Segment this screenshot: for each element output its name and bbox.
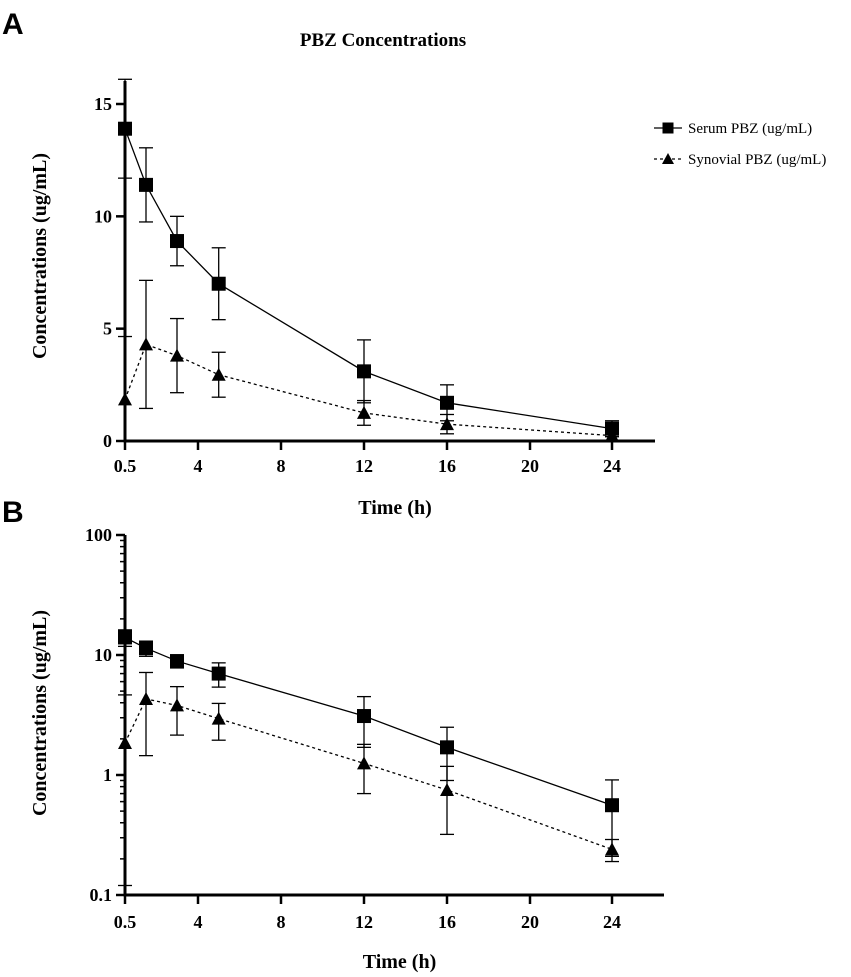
legend-synovial-label: Synovial PBZ (ug/mL) bbox=[688, 152, 826, 168]
x-tick-label: 0.5 bbox=[114, 456, 137, 476]
serum-data-point bbox=[170, 654, 184, 669]
serum-data-point bbox=[357, 364, 371, 379]
x-tick-label: 8 bbox=[277, 456, 286, 476]
synovial-data-point bbox=[440, 417, 454, 431]
chart-title: PBZ Concentrations bbox=[300, 30, 466, 51]
y-axis-title: Concentrations (ug/mL) bbox=[29, 610, 51, 816]
synovial-data-point bbox=[605, 428, 619, 442]
y-tick-label: 10 bbox=[94, 645, 112, 665]
serum-data-point bbox=[139, 641, 153, 656]
synovial-data-point bbox=[118, 392, 132, 406]
x-tick-label: 12 bbox=[355, 912, 373, 932]
x-tick-label: 24 bbox=[603, 456, 621, 476]
synovial-data-point bbox=[605, 842, 619, 856]
synovial-data-point bbox=[357, 405, 371, 419]
y-tick-label: 0.1 bbox=[90, 885, 113, 905]
legend: Serum PBZ (ug/mL) Synovial PBZ (ug/mL) bbox=[654, 121, 826, 168]
synovial-data-point bbox=[211, 711, 226, 725]
x-tick-label: 24 bbox=[603, 912, 621, 932]
x-tick-label: 16 bbox=[438, 456, 456, 476]
synovial-data-point bbox=[139, 691, 153, 705]
x-axis-title: Time (h) bbox=[363, 951, 437, 973]
serum-data-point bbox=[139, 177, 153, 192]
serum-data-point bbox=[357, 709, 371, 724]
synovial-data-point bbox=[211, 367, 226, 381]
synovial-data-point bbox=[139, 337, 153, 351]
x-tick-label: 4 bbox=[194, 912, 203, 932]
y-tick-label: 5 bbox=[103, 319, 112, 339]
serum-data-point bbox=[440, 395, 454, 410]
panel-letter-a: A bbox=[2, 8, 24, 41]
y-axis-title: Concentrations (ug/mL) bbox=[29, 153, 51, 359]
serum-data-point bbox=[605, 798, 619, 813]
x-axis-title: Time (h) bbox=[358, 497, 432, 519]
x-tick-label: 20 bbox=[521, 912, 539, 932]
x-tick-label: 0.5 bbox=[114, 912, 137, 932]
x-tick-label: 8 bbox=[277, 912, 286, 932]
x-tick-label: 16 bbox=[438, 912, 456, 932]
x-tick-label: 20 bbox=[521, 456, 539, 476]
serum-series-line bbox=[124, 128, 613, 430]
y-tick-label: 15 bbox=[94, 94, 112, 114]
x-tick-label: 4 bbox=[194, 456, 203, 476]
serum-data-point bbox=[211, 666, 226, 681]
serum-data-point bbox=[118, 121, 132, 136]
y-tick-label: 0 bbox=[103, 431, 112, 451]
panel-letter-b: B bbox=[2, 496, 24, 529]
y-tick-label: 1 bbox=[103, 765, 112, 785]
chart-panel-b: 0.1 1 10 100 0.5 4 8 12 16 20 24 Time (h) Concentrat… bbox=[29, 525, 664, 973]
y-tick-label: 100 bbox=[85, 525, 112, 545]
synovial-data-point bbox=[118, 735, 132, 749]
legend-serum-marker bbox=[662, 122, 674, 134]
y-tick-label: 10 bbox=[94, 206, 112, 226]
synovial-data-point bbox=[170, 348, 184, 362]
serum-data-point bbox=[211, 276, 226, 291]
synovial-data-point bbox=[357, 756, 371, 770]
synovial-data-point bbox=[440, 782, 454, 796]
serum-data-point bbox=[118, 630, 132, 645]
synovial-series-line bbox=[124, 343, 613, 437]
legend-serum-label: Serum PBZ (ug/mL) bbox=[688, 121, 812, 137]
legend-synovial-marker bbox=[662, 153, 674, 164]
serum-data-point bbox=[440, 740, 454, 755]
x-tick-label: 12 bbox=[355, 456, 373, 476]
serum-data-point bbox=[170, 234, 184, 249]
chart-panel-a: 0 5 10 15 0.5 4 8 12 16 20 24 Time (h) Concentration… bbox=[29, 78, 655, 519]
synovial-data-point bbox=[170, 698, 184, 712]
